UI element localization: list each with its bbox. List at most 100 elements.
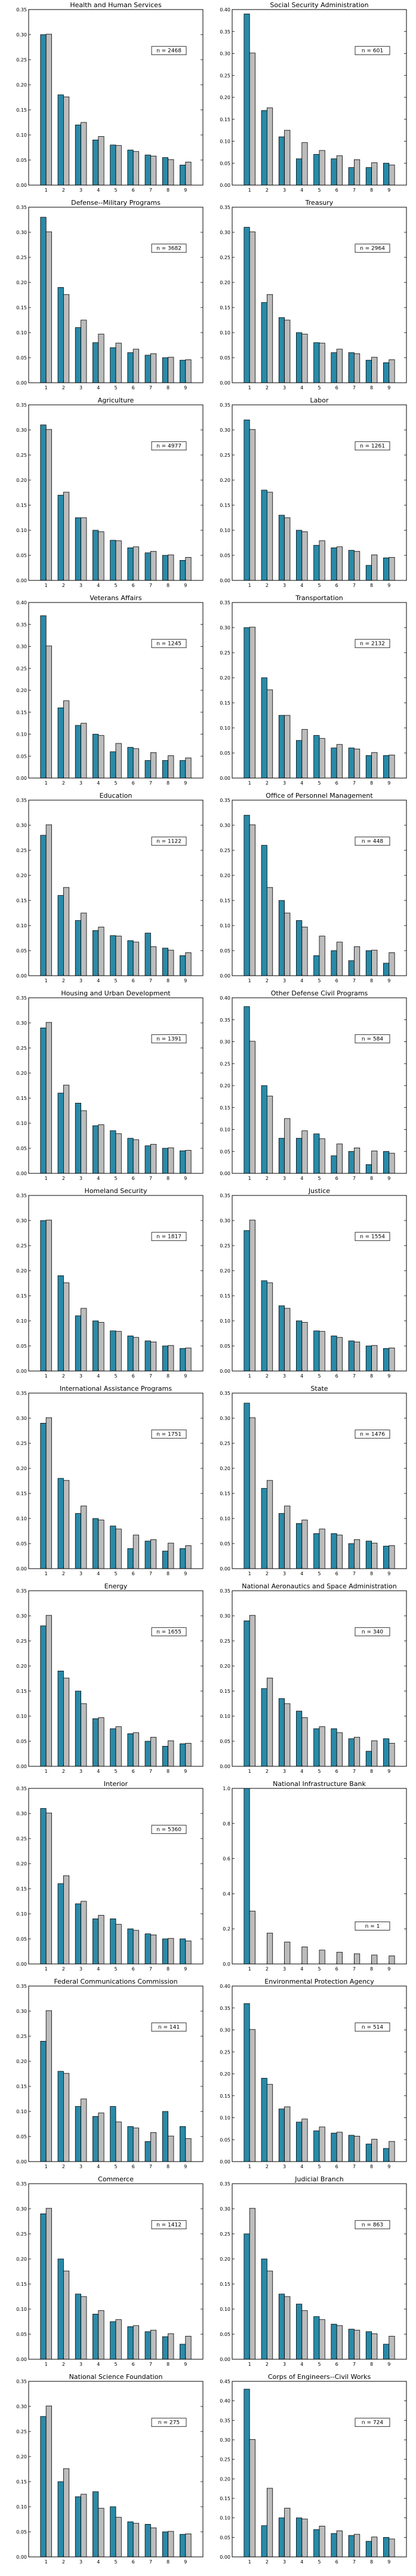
bar-expected (319, 2525, 325, 2557)
y-tick-label: 0.35 (220, 29, 230, 35)
y-tick-label: 0.15 (220, 1105, 230, 1111)
bar-observed (261, 845, 267, 976)
y-tick-label: 0.20 (16, 280, 27, 285)
y-tick-label: 0.05 (220, 1739, 230, 1744)
y-tick-label: 0.05 (16, 1146, 27, 1151)
bar-observed (313, 1728, 320, 1767)
y-tick-label: 0.20 (220, 2071, 230, 2077)
y-tick-label: 0.10 (16, 1911, 27, 1917)
chart-panel: Office of Personnel Management 0.00 0.05 0.… (220, 792, 407, 983)
x-tick-label: 8 (167, 187, 170, 193)
x-tick-label: 2 (62, 1966, 65, 1972)
plot-frame (28, 207, 204, 383)
bar-expected (353, 353, 360, 383)
x-tick-label: 2 (266, 1571, 269, 1576)
bar-observed (180, 955, 186, 976)
y-tick-label: 0.40 (220, 7, 230, 13)
x-tick-label: 4 (300, 1176, 303, 1181)
y-tick-label: 0.15 (220, 1491, 230, 1496)
bar-observed (244, 627, 250, 779)
x-tick-label: 4 (97, 2362, 100, 2367)
bar-expected (389, 1742, 395, 1767)
bar-expected (168, 1147, 174, 1174)
x-tick-label: 3 (79, 1571, 82, 1576)
plot-frame (232, 1590, 407, 1767)
y-tick-label: 0.05 (220, 1344, 230, 1349)
y-tick-label: 0.05 (16, 2529, 27, 2535)
x-tick-label: 2 (62, 2362, 65, 2367)
y-tick-label: 0.10 (16, 2307, 27, 2312)
panel-title: Treasury (305, 199, 334, 207)
bar-observed (331, 158, 337, 186)
y-tick-label: 0.00 (16, 973, 27, 979)
plot-frame (232, 997, 407, 1174)
bar-expected (81, 912, 87, 976)
y-tick-label: 0.00 (16, 183, 27, 188)
n-label: n = 448 (362, 839, 383, 845)
bar-observed (57, 707, 64, 779)
bar-observed (75, 920, 81, 976)
bar-expected (267, 2270, 273, 2360)
bar-observed (75, 1315, 81, 1372)
bar-observed (180, 359, 186, 383)
x-tick-label: 3 (79, 978, 82, 983)
bar-expected (389, 557, 395, 581)
x-tick-label: 1 (45, 2164, 48, 2169)
bar-expected (98, 531, 104, 581)
x-tick-label: 2 (62, 2164, 65, 2169)
bar-observed (383, 1151, 390, 1174)
x-tick-label: 6 (335, 978, 338, 983)
bar-expected (115, 1133, 122, 1174)
bar-expected (132, 748, 139, 779)
panel-title: Social Security Administration (270, 1, 368, 9)
x-tick-label: 9 (184, 187, 187, 193)
y-tick-label: 0.45 (220, 2379, 230, 2384)
y-tick-label: 0.00 (16, 1171, 27, 1176)
x-tick-label: 9 (184, 583, 187, 588)
x-tick-label: 8 (370, 1373, 373, 1379)
plot-frame (28, 1195, 204, 1372)
n-label-box (151, 2220, 187, 2230)
bar-expected (353, 2329, 360, 2360)
bar-observed (162, 157, 169, 186)
y-tick-label: 0.10 (220, 2116, 230, 2121)
x-tick-label: 4 (300, 583, 303, 588)
y-tick-label: 0.00 (220, 183, 230, 188)
bar-expected (267, 294, 273, 383)
bar-expected (353, 1539, 360, 1569)
x-tick-label: 3 (79, 780, 82, 786)
y-tick-label: 0.15 (16, 107, 27, 113)
y-tick-label: 0.20 (16, 1861, 27, 1867)
y-tick-label: 0.15 (220, 2496, 230, 2501)
y-tick-label: 0.20 (16, 82, 27, 88)
y-tick-label: 0.00 (16, 1369, 27, 1374)
bar-observed (244, 2003, 250, 2162)
bar-expected (45, 1022, 52, 1174)
chart-panel: Judicial Branch 0.00 0.05 0.10 0.15 0.20 0.25 0… (220, 2175, 407, 2367)
x-tick-label: 6 (335, 2164, 338, 2169)
x-tick-label: 1 (248, 780, 251, 786)
bar-observed (278, 2108, 285, 2162)
y-tick-label: 0.25 (16, 2429, 27, 2434)
bar-observed (313, 342, 320, 383)
bar-observed (110, 1526, 116, 1569)
panel-title: Judicial Branch (294, 2175, 343, 2183)
panel-title: Federal Communications Commission (54, 1978, 177, 1985)
x-tick-label: 2 (62, 2559, 65, 2565)
y-tick-label: 0.15 (220, 117, 230, 122)
bar-expected (267, 2084, 273, 2162)
x-tick-label: 9 (387, 1176, 390, 1181)
x-tick-label: 5 (318, 780, 321, 786)
x-tick-label: 4 (300, 1373, 303, 1379)
x-tick-label: 1 (248, 1769, 251, 1774)
bar-observed (313, 2131, 320, 2162)
bar-expected (249, 1417, 255, 1569)
x-tick-label: 7 (149, 1966, 152, 1972)
n-label-box (151, 2022, 187, 2032)
panel-title: Agriculture (98, 396, 134, 404)
chart-panel: National Science Foundation 0.00 0.05 0.10 0… (16, 2373, 204, 2565)
bar-expected (63, 1084, 70, 1174)
chart-panel: Housing and Urban Development 0.00 0.05 0.1… (16, 989, 204, 1181)
bar-observed (180, 1938, 186, 1965)
